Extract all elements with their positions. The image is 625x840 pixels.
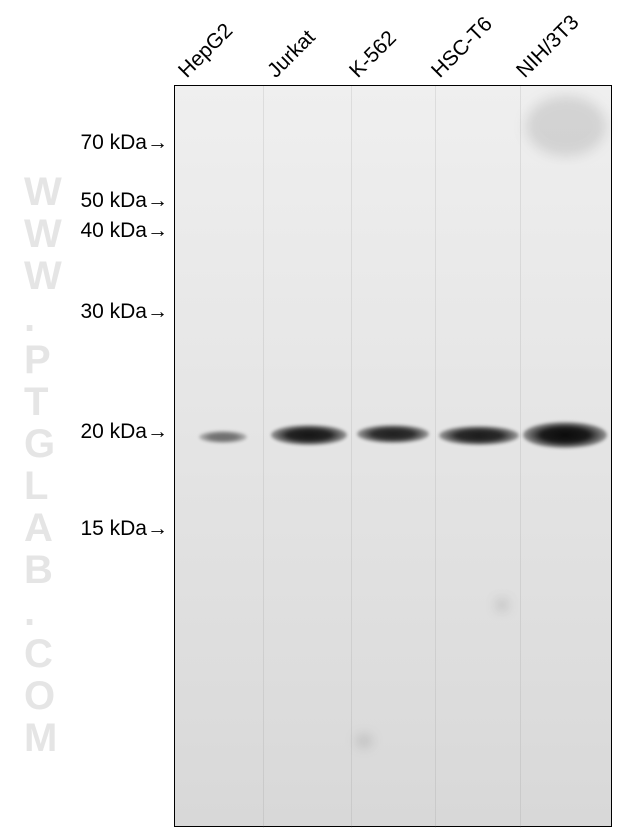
band-jurkat: [271, 425, 347, 445]
lane-label-hepg2: HepG2: [174, 19, 238, 83]
watermark-char: C: [24, 632, 53, 677]
smudge: [498, 601, 506, 609]
band-k562: [357, 425, 429, 443]
lane-label-jurkat: Jurkat: [263, 26, 320, 83]
lane-separator: [263, 86, 264, 828]
watermark-char: A: [24, 506, 53, 551]
lane-separator: [351, 86, 352, 828]
watermark-char: W: [24, 254, 62, 299]
watermark-char: T: [24, 380, 48, 425]
lane-label-nih3t3: NIH/3T3: [512, 11, 584, 83]
lane-label-k562: K-562: [345, 26, 402, 83]
band-hsct6: [439, 426, 519, 445]
marker-label: 30 kDa→: [80, 300, 168, 324]
lane-separator: [520, 86, 521, 828]
watermark-char: O: [24, 674, 55, 719]
watermark-char: W: [24, 170, 62, 215]
marker-label: 20 kDa→: [80, 420, 168, 444]
watermark-char: .: [24, 296, 35, 341]
marker-label: 40 kDa→: [80, 219, 168, 243]
watermark-char: G: [24, 422, 55, 467]
band-nih3t3: [523, 422, 607, 448]
marker-label: 15 kDa→: [80, 517, 168, 541]
watermark-char: M: [24, 716, 57, 761]
marker-label: 70 kDa→: [80, 131, 168, 155]
smudge: [357, 736, 371, 746]
band-hepg2: [199, 431, 247, 443]
watermark-char: P: [24, 338, 51, 383]
lane-label-hsct6: HSC-T6: [427, 12, 498, 83]
smudge: [526, 96, 606, 156]
watermark-char: B: [24, 548, 53, 593]
lane-separator: [435, 86, 436, 828]
watermark-char: L: [24, 464, 48, 509]
watermark-char: W: [24, 212, 62, 257]
marker-label: 50 kDa→: [80, 189, 168, 213]
watermark-char: .: [24, 590, 35, 635]
blot-membrane: [174, 85, 612, 827]
